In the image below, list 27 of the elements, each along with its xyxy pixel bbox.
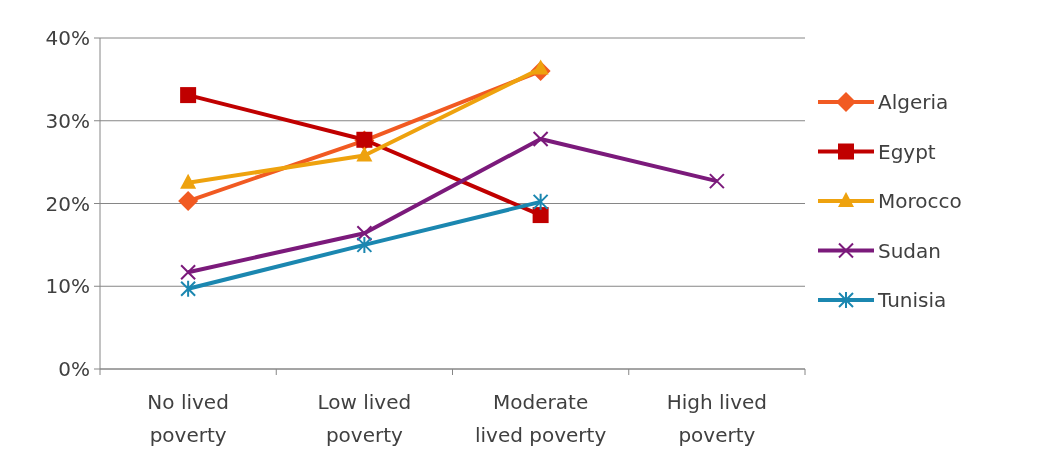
point (180, 173, 197, 189)
y-tick-label: 10% (45, 274, 90, 299)
point (180, 279, 197, 298)
point (356, 235, 373, 254)
point (178, 191, 199, 212)
legend-label: Algeria (878, 90, 949, 114)
x-tick-label: No lived poverty (147, 390, 229, 447)
legend-label: Sudan (878, 238, 941, 263)
point (356, 146, 373, 162)
point (356, 225, 373, 242)
x-tick-label: High lived poverty (666, 390, 768, 447)
y-tick-label: 0% (58, 357, 90, 381)
point (532, 130, 549, 147)
point (532, 207, 549, 224)
y-tick-label: 40% (45, 26, 90, 50)
x-tick-label: Moderate lived poverty (474, 390, 607, 447)
legend-label: Morocco (878, 189, 962, 213)
point (708, 173, 725, 190)
point (180, 87, 197, 104)
x-tick-label: Low lived poverty (317, 390, 412, 447)
point (532, 192, 549, 211)
point (532, 59, 549, 75)
y-tick-label: 20% (45, 191, 90, 216)
legend-label: Tunisia (877, 288, 947, 312)
y-tick-label: 30% (45, 108, 90, 133)
legend-label: Egypt (878, 139, 936, 164)
point (180, 264, 197, 281)
